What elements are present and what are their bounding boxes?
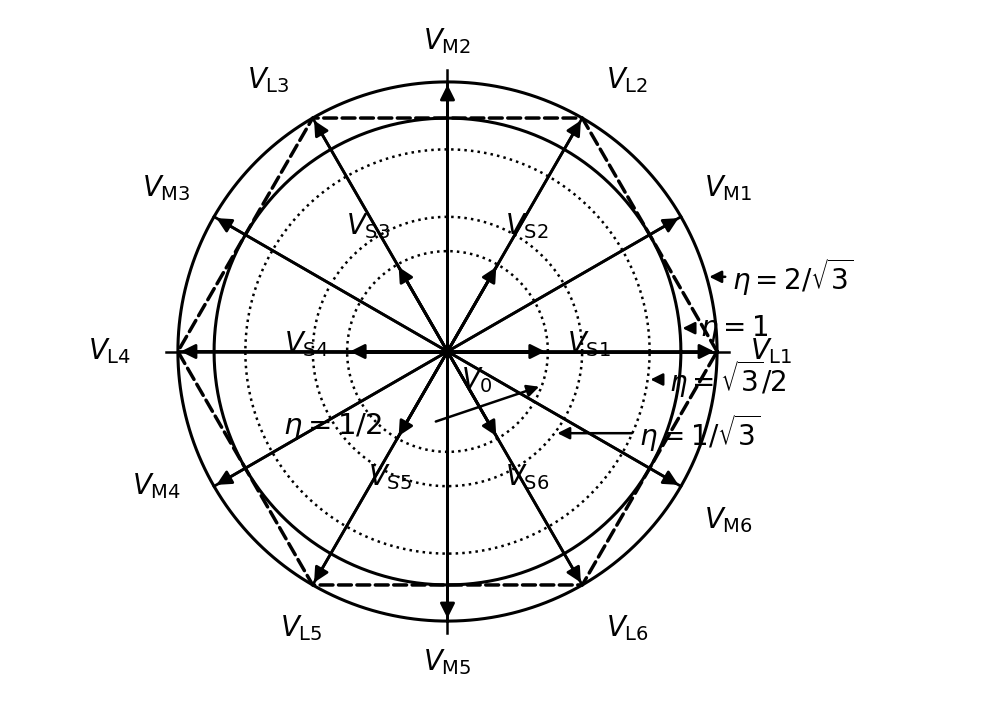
Text: $V_{\mathrm{M2}}$: $V_{\mathrm{M2}}$ [423, 27, 472, 56]
Text: $V_{\mathrm{S3}}$: $V_{\mathrm{S3}}$ [346, 212, 390, 241]
Text: $V_{\mathrm{L1}}$: $V_{\mathrm{L1}}$ [750, 337, 792, 366]
Text: $V_{\mathrm{M3}}$: $V_{\mathrm{M3}}$ [142, 173, 191, 202]
Text: $V_{\mathrm{S6}}$: $V_{\mathrm{S6}}$ [505, 462, 549, 491]
Text: $V_{\mathrm{M6}}$: $V_{\mathrm{M6}}$ [704, 505, 753, 535]
Text: $V_{\mathrm{S1}}$: $V_{\mathrm{S1}}$ [567, 330, 610, 359]
Text: $\eta=2/\sqrt{3}$: $\eta=2/\sqrt{3}$ [732, 256, 854, 297]
Text: $V_{\mathrm{L5}}$: $V_{\mathrm{L5}}$ [280, 613, 322, 643]
Text: $V_{\mathrm{L4}}$: $V_{\mathrm{L4}}$ [88, 337, 131, 366]
Text: $\eta=\sqrt{3}/2$: $\eta=\sqrt{3}/2$ [669, 359, 787, 400]
Text: $V_{\mathrm{M5}}$: $V_{\mathrm{M5}}$ [423, 647, 472, 676]
Text: $\eta=1/\sqrt{3}$: $\eta=1/\sqrt{3}$ [639, 413, 761, 454]
Text: $\eta=1/2$: $\eta=1/2$ [283, 411, 382, 441]
Text: $V_{\mathrm{M1}}$: $V_{\mathrm{M1}}$ [704, 173, 753, 202]
Text: $V_{0}$: $V_{0}$ [461, 366, 493, 395]
Text: $V_{\mathrm{S5}}$: $V_{\mathrm{S5}}$ [368, 462, 412, 491]
Text: $V_{\mathrm{S2}}$: $V_{\mathrm{S2}}$ [505, 212, 548, 241]
Text: $V_{\mathrm{M4}}$: $V_{\mathrm{M4}}$ [132, 472, 181, 501]
Text: $V_{\mathrm{L3}}$: $V_{\mathrm{L3}}$ [247, 65, 289, 95]
Text: $\eta=1$: $\eta=1$ [700, 313, 768, 344]
Text: $V_{\mathrm{S4}}$: $V_{\mathrm{S4}}$ [284, 330, 328, 359]
Text: $V_{\mathrm{L2}}$: $V_{\mathrm{L2}}$ [606, 65, 648, 95]
Text: $V_{\mathrm{L6}}$: $V_{\mathrm{L6}}$ [606, 613, 649, 643]
